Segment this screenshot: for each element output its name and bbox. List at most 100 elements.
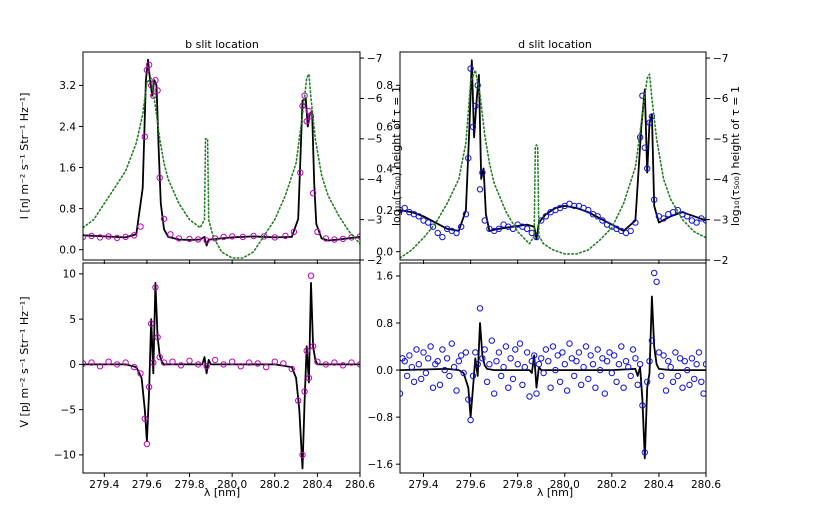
- data-point: [309, 343, 317, 350]
- data-point: [143, 66, 151, 74]
- y2-tick-label: −6: [713, 93, 729, 105]
- data-point: [660, 215, 667, 222]
- data-point: [512, 346, 519, 353]
- data-point: [467, 65, 474, 72]
- observed-points: [83, 61, 360, 244]
- data-point: [651, 196, 658, 203]
- data-point: [599, 355, 606, 362]
- data-point: [658, 372, 665, 380]
- data-point: [194, 361, 202, 368]
- data-point: [303, 118, 310, 125]
- data-point: [618, 343, 625, 350]
- y-tick-label: −1.6: [368, 459, 394, 471]
- x-tick-label: 280.0: [550, 479, 580, 491]
- data-point: [418, 375, 425, 383]
- gridless-plot-area: 279.4 279.6 279.8 280.0 280.2 280.4 280.6 −1.6 −…: [368, 262, 721, 491]
- y-tick-label: 3.2: [59, 80, 76, 92]
- y-tick-label: 0.4: [376, 163, 393, 175]
- data-point: [507, 355, 514, 362]
- data-point: [611, 352, 618, 359]
- data-point: [531, 352, 538, 359]
- data-point: [130, 232, 138, 239]
- data-point: [145, 61, 153, 69]
- data-point: [290, 228, 298, 236]
- x-axis-label: λ [nm]: [537, 486, 573, 499]
- data-point: [443, 355, 451, 362]
- data-point: [282, 232, 289, 240]
- y2-tick-label: −4: [713, 174, 729, 186]
- data-point: [453, 229, 460, 237]
- data-point: [660, 352, 667, 359]
- data-point: [425, 219, 432, 226]
- data-point: [516, 340, 524, 347]
- data-point: [594, 346, 601, 353]
- data-point: [669, 378, 677, 385]
- data-point: [599, 217, 606, 224]
- fit-line: [400, 295, 706, 460]
- data-point: [545, 358, 552, 365]
- y2-tick-label: −5: [713, 134, 728, 146]
- data-point: [307, 113, 315, 120]
- data-point: [488, 337, 495, 344]
- data-point: [408, 363, 415, 371]
- y-tick-label: −5: [61, 404, 76, 416]
- data-point: [229, 358, 236, 365]
- x-tick-label: 279.8: [175, 479, 205, 491]
- x-tick-label: 280.0: [217, 479, 247, 491]
- data-point: [271, 358, 278, 365]
- data-point: [401, 204, 408, 212]
- data-point: [314, 228, 321, 236]
- x-tick-label: 280.2: [597, 479, 627, 491]
- y-tick-label: −10: [54, 450, 76, 462]
- data-point: [700, 390, 706, 397]
- y-tick-label: 0.0: [376, 246, 393, 258]
- data-point: [220, 361, 227, 368]
- data-point: [563, 387, 571, 394]
- data-point: [667, 363, 674, 371]
- data-point: [688, 355, 696, 362]
- data-point: [571, 202, 578, 210]
- y-axis-label-stokesv: V [pJ m⁻² s⁻¹ Str⁻¹ Hz⁻¹]: [18, 297, 31, 428]
- data-point: [150, 359, 157, 366]
- data-point: [203, 237, 210, 244]
- data-point: [469, 372, 477, 380]
- data-point: [620, 384, 627, 391]
- data-point: [651, 269, 658, 277]
- data-point: [479, 169, 486, 176]
- panel-b-stokesv: 279.4 279.6 279.8 280.0 280.2 280.4 280.6 −10 −5…: [54, 262, 375, 499]
- data-point: [634, 381, 641, 388]
- data-point: [514, 361, 521, 368]
- data-point: [403, 372, 411, 380]
- data-point: [679, 384, 686, 391]
- data-point: [578, 381, 585, 388]
- data-point: [498, 372, 505, 380]
- panel-b-intensity: b slit location 0.0 0.8 1.6 2.4 3.2 −2 −3 −4 −5 −…: [59, 38, 383, 267]
- data-point: [672, 349, 679, 356]
- y-tick-label: 10: [63, 269, 76, 281]
- data-point: [495, 225, 503, 233]
- data-point: [280, 360, 287, 367]
- data-point: [655, 349, 663, 356]
- data-point: [691, 375, 698, 383]
- data-point: [538, 355, 545, 362]
- data-point: [307, 272, 315, 279]
- data-point: [479, 355, 486, 362]
- data-point: [674, 372, 681, 380]
- data-point: [105, 358, 112, 365]
- data-point: [632, 219, 639, 226]
- data-point: [653, 278, 660, 285]
- data-point: [582, 343, 590, 350]
- data-point: [406, 352, 413, 359]
- data-point: [495, 349, 503, 356]
- data-point: [547, 384, 554, 391]
- data-point: [592, 384, 599, 391]
- y2-tick-label: −7: [713, 53, 728, 65]
- y-axis-label-intensity: I [nJ m⁻² s⁻¹ Str⁻¹ Hz⁻¹]: [18, 93, 31, 220]
- data-point: [453, 387, 460, 394]
- data-point: [301, 388, 308, 395]
- data-point: [521, 363, 528, 371]
- data-point: [305, 374, 313, 382]
- data-point: [580, 363, 587, 371]
- data-point: [566, 340, 573, 347]
